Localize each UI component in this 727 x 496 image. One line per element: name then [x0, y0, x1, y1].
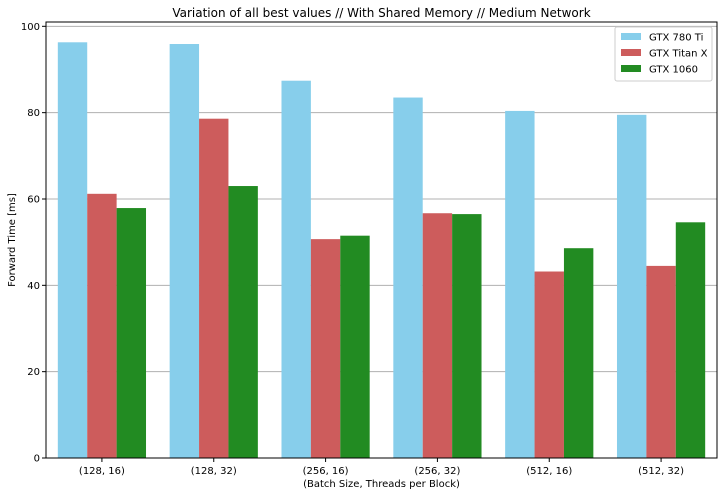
bar-gtx-1060 — [116, 208, 147, 458]
x-axis-label: (Batch Size, Threads per Block) — [303, 479, 460, 490]
plot-frame — [45, 21, 718, 459]
bars — [57, 42, 706, 459]
x-tick-label: (128, 32) — [191, 466, 237, 477]
legend: GTX 780 Ti GTX Titan X GTX 1060 — [614, 26, 713, 82]
legend-label: GTX Titan X — [649, 49, 708, 60]
bar-gtx-1060 — [340, 235, 370, 458]
legend-swatch — [621, 33, 641, 40]
x-axis: (128, 16) (128, 32) (256, 16) (256, 32) (512… — [79, 458, 684, 477]
x-tick-label: (256, 16) — [303, 466, 349, 477]
bar-gtx-780-ti — [505, 110, 535, 459]
y-tick-label: 20 — [27, 367, 40, 378]
y-axis: 0 20 40 60 80 100 — [21, 22, 46, 465]
bar-gtx-titan-x — [646, 265, 676, 458]
y-tick-label: 80 — [27, 108, 40, 119]
bar-gtx-titan-x — [87, 193, 117, 458]
y-tick-label: 0 — [34, 454, 40, 465]
y-tick-label: 40 — [27, 281, 40, 292]
bar-gtx-titan-x — [199, 118, 229, 459]
legend-label: GTX 1060 — [649, 65, 698, 76]
legend-swatch — [621, 49, 641, 56]
bar-gtx-780-ti — [393, 97, 423, 458]
bar-gtx-titan-x — [422, 213, 453, 458]
x-tick-label: (512, 32) — [638, 466, 684, 477]
bar-gtx-titan-x — [310, 239, 341, 458]
x-tick-label: (256, 32) — [414, 466, 460, 477]
x-tick-label: (128, 16) — [79, 466, 125, 477]
y-tick-label: 100 — [21, 22, 40, 33]
bar-gtx-titan-x — [534, 271, 564, 458]
bar-gtx-780-ti — [169, 44, 200, 459]
y-tick-label: 60 — [27, 194, 40, 205]
bar-gtx-780-ti — [616, 114, 647, 458]
bar-gtx-780-ti — [57, 42, 88, 458]
legend-swatch — [621, 65, 641, 72]
bar-gtx-1060 — [452, 214, 482, 458]
bar-gtx-1060 — [675, 222, 706, 458]
legend-label: GTX 780 Ti — [649, 33, 703, 44]
bar-gtx-1060 — [563, 248, 594, 458]
chart-title: Variation of all best values // With Sha… — [172, 6, 590, 20]
x-tick-label: (512, 16) — [526, 466, 572, 477]
bar-gtx-780-ti — [281, 80, 311, 458]
bar-gtx-1060 — [228, 186, 258, 458]
y-axis-label: Forward Time [ms] — [7, 193, 18, 287]
